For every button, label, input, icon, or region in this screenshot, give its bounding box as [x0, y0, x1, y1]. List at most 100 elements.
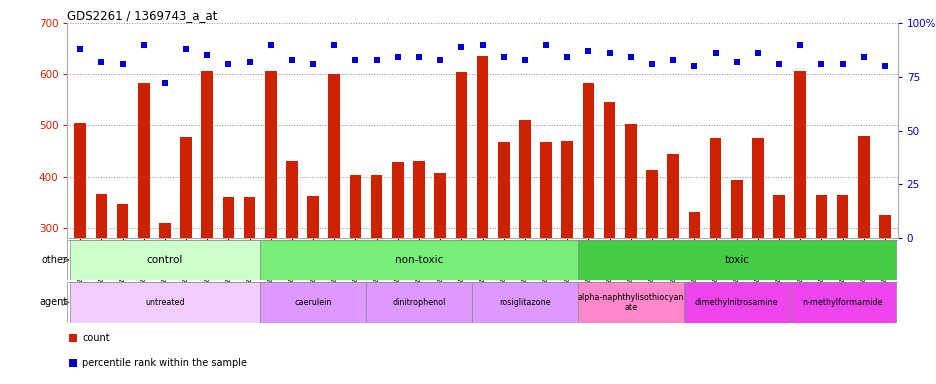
Point — [517, 56, 532, 63]
Bar — [772, 195, 784, 238]
Bar — [857, 136, 869, 238]
Point — [73, 46, 88, 52]
Bar — [666, 154, 679, 238]
Text: GDS2261 / 1369743_a_at: GDS2261 / 1369743_a_at — [67, 9, 217, 22]
Text: rosiglitazone: rosiglitazone — [499, 298, 550, 307]
Bar — [138, 83, 150, 238]
Point — [199, 52, 214, 58]
Bar — [814, 195, 826, 238]
Point — [856, 55, 870, 61]
Bar — [646, 170, 657, 238]
Bar — [329, 74, 340, 238]
Bar — [794, 71, 805, 238]
Point — [263, 41, 278, 48]
Bar — [836, 195, 847, 238]
Bar — [688, 212, 699, 238]
Bar — [730, 180, 741, 238]
Point — [411, 55, 426, 61]
Bar — [260, 282, 366, 323]
Bar — [578, 240, 895, 280]
Text: percentile rank within the sample: percentile rank within the sample — [82, 358, 247, 368]
Bar — [159, 223, 170, 238]
Point — [285, 56, 300, 63]
Point — [728, 59, 743, 65]
Bar — [391, 162, 403, 238]
Bar — [285, 161, 298, 238]
Bar — [455, 72, 467, 238]
Text: n-methylformamide: n-methylformamide — [801, 298, 882, 307]
Text: other: other — [42, 255, 67, 265]
Point — [475, 41, 490, 48]
Bar — [561, 141, 573, 238]
Bar — [243, 197, 256, 238]
Bar — [476, 56, 488, 238]
Text: alpha-naphthylisothiocyan
ate: alpha-naphthylisothiocyan ate — [577, 293, 683, 312]
Bar — [578, 282, 683, 323]
Point — [66, 335, 80, 341]
Point — [876, 63, 891, 69]
Text: caerulein: caerulein — [294, 298, 331, 307]
Point — [157, 80, 172, 86]
Point — [602, 50, 617, 56]
Text: dimethylnitrosamine: dimethylnitrosamine — [695, 298, 778, 307]
Bar — [709, 138, 721, 238]
Bar — [683, 282, 789, 323]
Point — [305, 61, 320, 67]
Bar — [265, 71, 276, 238]
Point — [347, 56, 362, 63]
Point — [622, 55, 637, 61]
Bar — [74, 123, 86, 238]
Bar — [497, 142, 509, 238]
Bar — [307, 196, 318, 238]
Point — [369, 56, 384, 63]
Point — [221, 61, 236, 67]
Point — [94, 59, 109, 65]
Point — [644, 61, 659, 67]
Text: dinitrophenol: dinitrophenol — [392, 298, 446, 307]
Bar — [413, 161, 424, 238]
Bar — [95, 194, 107, 238]
Point — [179, 46, 194, 52]
Bar — [349, 175, 361, 238]
Point — [813, 61, 828, 67]
Point — [115, 61, 130, 67]
Bar — [69, 282, 260, 323]
Bar — [366, 282, 472, 323]
Point — [136, 41, 151, 48]
Point — [390, 55, 405, 61]
Text: non-toxic: non-toxic — [394, 255, 443, 265]
Bar — [69, 240, 260, 280]
Bar — [180, 137, 192, 238]
Bar — [117, 204, 128, 238]
Bar — [201, 71, 212, 238]
Text: count: count — [82, 333, 110, 343]
Bar — [878, 215, 890, 238]
Point — [665, 56, 680, 63]
Point — [538, 41, 553, 48]
Point — [580, 48, 595, 54]
Text: agent: agent — [39, 297, 67, 308]
Point — [241, 59, 256, 65]
Point — [708, 50, 723, 56]
Bar — [624, 124, 636, 238]
Bar — [789, 282, 895, 323]
Bar — [472, 282, 578, 323]
Bar — [540, 142, 551, 238]
Bar — [434, 173, 446, 238]
Point — [834, 61, 849, 67]
Bar — [260, 240, 578, 280]
Point — [327, 41, 342, 48]
Point — [559, 55, 574, 61]
Bar — [371, 175, 382, 238]
Point — [750, 50, 765, 56]
Point — [686, 63, 701, 69]
Text: toxic: toxic — [724, 255, 749, 265]
Bar — [603, 103, 615, 238]
Bar — [519, 120, 530, 238]
Text: control: control — [147, 255, 183, 265]
Point — [770, 61, 785, 67]
Point — [66, 360, 80, 366]
Text: untreated: untreated — [145, 298, 184, 307]
Bar — [223, 197, 234, 238]
Point — [432, 56, 447, 63]
